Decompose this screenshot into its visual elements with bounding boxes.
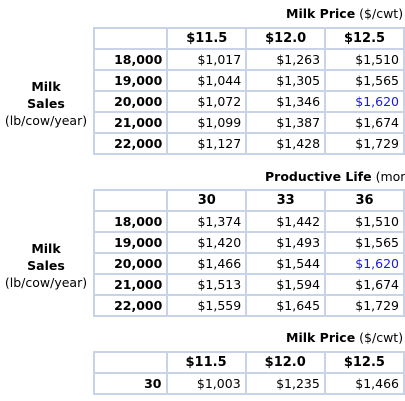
table2-row-axis-line3: (lb/cow/year) <box>4 275 88 290</box>
table1-row-header: 21,000 <box>95 113 167 132</box>
table3-row-header: 30 <box>95 374 166 393</box>
table2-corner <box>95 191 167 210</box>
table1-row-axis-line1: Milk <box>31 79 61 94</box>
table-row: 18,000 $1,017 $1,263 $1,510 <box>95 50 403 69</box>
table3-cell: $1,003 <box>167 374 245 393</box>
table2-cell: $1,510 <box>326 212 403 231</box>
table2-row-axis-line1: Milk <box>31 241 61 256</box>
table2-caption-unit: (mont <box>375 169 405 184</box>
table1-cell: $1,072 <box>168 92 246 111</box>
table-row: 19,000 $1,420 $1,493 $1,565 <box>95 233 403 252</box>
table2-col-header: 30 <box>168 191 246 210</box>
table1-cell: $1,346 <box>247 92 325 111</box>
table3-col-header: $12.5 <box>325 353 403 372</box>
table2-cell: $1,442 <box>247 212 325 231</box>
table-row: 30 $1,003 $1,235 $1,466 <box>95 374 403 393</box>
table2-cell: $1,559 <box>168 296 246 315</box>
table1-col-header: $11.5 <box>168 29 246 48</box>
table1-cell: $1,044 <box>168 71 246 90</box>
table1-row-header: 20,000 <box>95 92 167 111</box>
table1-row-axis-line3: (lb/cow/year) <box>4 113 88 128</box>
table1-row-header: 19,000 <box>95 71 167 90</box>
table2-cell: $1,374 <box>168 212 246 231</box>
table2-cell: $1,729 <box>326 296 403 315</box>
table2-cell: $1,493 <box>247 233 325 252</box>
table2-row-header: 19,000 <box>95 233 167 252</box>
table1-row-header: 18,000 <box>95 50 167 69</box>
table2-cell: $1,645 <box>247 296 325 315</box>
table1-cell: $1,428 <box>247 134 325 153</box>
table2-caption: Productive Life (mont <box>265 169 405 185</box>
table3: $11.5 $12.0 $12.5 30 $1,003 $1,235 $1,46… <box>93 351 405 395</box>
table3-cell: $1,235 <box>246 374 324 393</box>
table-row: 22,000 $1,127 $1,428 $1,729 <box>95 134 403 153</box>
table3-cell: $1,466 <box>325 374 403 393</box>
table3-corner <box>95 353 166 372</box>
table2-row-axis-label: Milk Sales (lb/cow/year) <box>0 240 92 291</box>
table2: 30 33 36 18,000 $1,374 $1,442 $1,510 19,… <box>93 189 405 317</box>
table3-col-header: $11.5 <box>167 353 245 372</box>
table3-col-header: $12.0 <box>246 353 324 372</box>
table1-cell: $1,017 <box>168 50 246 69</box>
table1-cell: $1,565 <box>326 71 403 90</box>
table1-caption: Milk Price ($/cwt) <box>286 6 403 22</box>
table1-cell: $1,510 <box>326 50 403 69</box>
table1-corner <box>95 29 167 48</box>
table2-cell: $1,544 <box>247 254 325 273</box>
table1-header-row: $11.5 $12.0 $12.5 <box>95 29 403 48</box>
table2-cell: $1,594 <box>247 275 325 294</box>
table1-caption-title: Milk Price <box>286 6 356 21</box>
table1-col-header: $12.5 <box>326 29 403 48</box>
table1-cell: $1,387 <box>247 113 325 132</box>
table1-cell: $1,263 <box>247 50 325 69</box>
table-row: 21,000 $1,513 $1,594 $1,674 <box>95 275 403 294</box>
table1-col-header: $12.0 <box>247 29 325 48</box>
table1-row-axis-label: Milk Sales (lb/cow/year) <box>0 78 92 129</box>
table-row: 19,000 $1,044 $1,305 $1,565 <box>95 71 403 90</box>
table2-cell: $1,466 <box>168 254 246 273</box>
table1-cell: $1,127 <box>168 134 246 153</box>
table2-caption-title: Productive Life <box>265 169 372 184</box>
table1-cell-highlighted: $1,620 <box>326 92 403 111</box>
table-row: 20,000 $1,466 $1,544 $1,620 <box>95 254 403 273</box>
table-row: 20,000 $1,072 $1,346 $1,620 <box>95 92 403 111</box>
table1-cell: $1,674 <box>326 113 403 132</box>
table1-cell: $1,305 <box>247 71 325 90</box>
table2-row-header: 20,000 <box>95 254 167 273</box>
table2-row-header: 21,000 <box>95 275 167 294</box>
table1-caption-unit: ($/cwt) <box>359 6 404 21</box>
table3-caption-unit: ($/cwt) <box>359 330 404 345</box>
table2-cell: $1,420 <box>168 233 246 252</box>
table2-row-header: 22,000 <box>95 296 167 315</box>
table2-cell: $1,565 <box>326 233 403 252</box>
table2-col-header: 36 <box>326 191 403 210</box>
table1-cell: $1,099 <box>168 113 246 132</box>
table2-cell: $1,674 <box>326 275 403 294</box>
table1-row-axis-line2: Sales <box>27 96 65 111</box>
table1: $11.5 $12.0 $12.5 18,000 $1,017 $1,263 $… <box>93 27 405 155</box>
table-row: 21,000 $1,099 $1,387 $1,674 <box>95 113 403 132</box>
table1-row-header: 22,000 <box>95 134 167 153</box>
table3-caption-title: Milk Price <box>286 330 356 345</box>
table-row: 22,000 $1,559 $1,645 $1,729 <box>95 296 403 315</box>
table-row: 18,000 $1,374 $1,442 $1,510 <box>95 212 403 231</box>
table2-cell-highlighted: $1,620 <box>326 254 403 273</box>
table2-col-header: 33 <box>247 191 325 210</box>
table2-header-row: 30 33 36 <box>95 191 403 210</box>
table3-header-row: $11.5 $12.0 $12.5 <box>95 353 403 372</box>
table2-cell: $1,513 <box>168 275 246 294</box>
table3-caption: Milk Price ($/cwt) <box>286 330 403 346</box>
table2-row-header: 18,000 <box>95 212 167 231</box>
table1-cell: $1,729 <box>326 134 403 153</box>
table2-row-axis-line2: Sales <box>27 258 65 273</box>
